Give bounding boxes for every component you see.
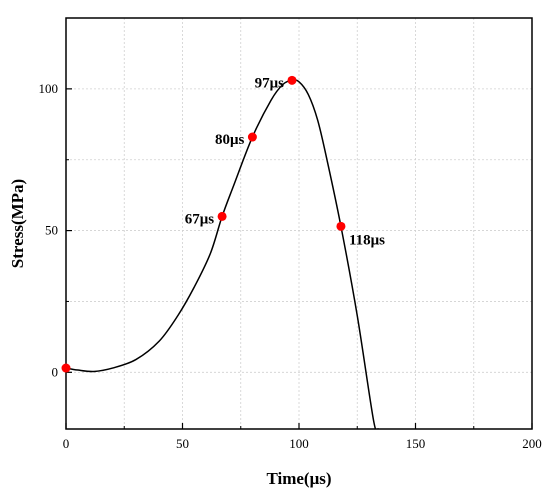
grid xyxy=(66,18,532,429)
data-point-marker xyxy=(61,363,71,373)
point-annotation: 118μs xyxy=(349,232,385,248)
x-tick-label: 50 xyxy=(176,436,189,451)
x-tick-label: 0 xyxy=(63,436,70,451)
annotations: 67μs 80μs 97μs 118μs xyxy=(185,75,385,248)
x-tick-label: 100 xyxy=(289,436,309,451)
y-tick-label: 50 xyxy=(45,223,58,238)
data-point-marker xyxy=(217,211,227,221)
data-point-marker xyxy=(247,132,257,142)
data-point-marker xyxy=(287,75,297,85)
point-annotation: 97μs xyxy=(255,75,285,91)
stress-curve xyxy=(66,79,379,429)
axis-ticks: 0 50 100 150 200 0 50 100 xyxy=(39,81,542,451)
data-point-marker xyxy=(336,221,346,231)
y-axis-title: Stress(MPa) xyxy=(8,179,27,268)
x-tick-label: 150 xyxy=(406,436,426,451)
x-tick-label: 200 xyxy=(522,436,542,451)
point-annotation: 80μs xyxy=(215,132,245,148)
point-annotation: 67μs xyxy=(185,211,215,227)
x-axis-title: Time(μs) xyxy=(266,469,331,488)
y-tick-label: 100 xyxy=(39,81,59,96)
y-tick-label: 0 xyxy=(52,364,59,379)
markers xyxy=(61,75,346,373)
